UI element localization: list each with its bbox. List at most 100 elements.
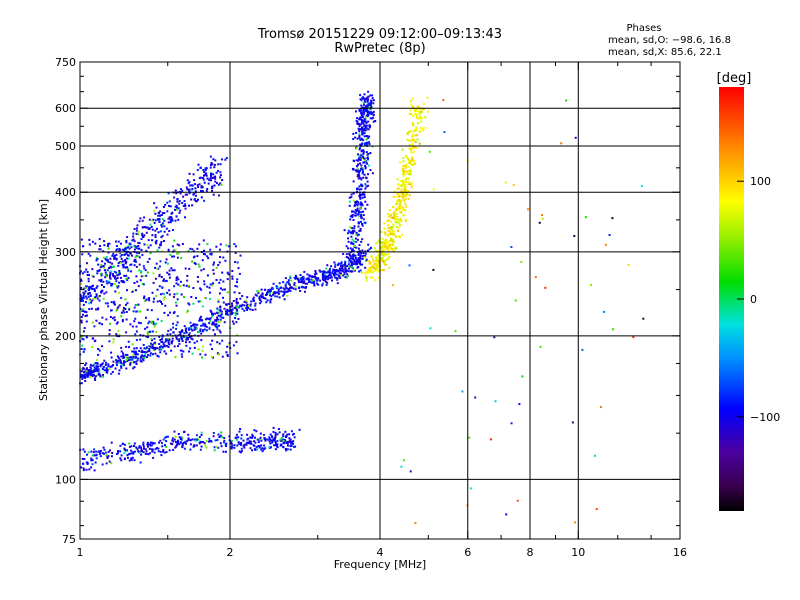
data-point xyxy=(249,436,252,439)
data-point xyxy=(154,343,157,346)
data-point xyxy=(349,254,351,257)
data-point xyxy=(367,120,370,123)
data-point xyxy=(200,433,203,436)
data-point xyxy=(234,312,237,314)
data-point xyxy=(354,245,356,247)
data-point xyxy=(178,340,181,342)
data-point xyxy=(131,456,134,459)
data-point xyxy=(184,335,187,338)
data-point xyxy=(359,197,362,200)
data-point xyxy=(141,283,144,285)
data-point xyxy=(126,302,129,305)
data-point xyxy=(94,296,97,298)
data-point xyxy=(116,452,119,455)
data-point xyxy=(269,442,272,445)
data-point xyxy=(139,322,142,325)
data-point xyxy=(400,205,403,208)
data-point xyxy=(277,290,280,293)
data-point xyxy=(186,279,189,282)
data-point xyxy=(98,248,101,251)
data-point xyxy=(222,256,225,259)
data-point xyxy=(203,171,206,173)
data-point xyxy=(163,345,166,348)
data-point xyxy=(143,356,146,359)
data-point xyxy=(318,269,321,272)
data-point xyxy=(347,270,350,273)
data-point xyxy=(380,260,383,263)
data-point xyxy=(121,281,124,284)
data-point xyxy=(360,188,363,191)
data-point xyxy=(404,209,407,212)
data-point xyxy=(359,207,362,209)
data-point xyxy=(313,275,316,278)
data-point xyxy=(392,249,395,252)
data-point xyxy=(383,222,386,225)
data-point xyxy=(193,183,196,186)
data-point xyxy=(124,356,127,358)
data-point xyxy=(95,365,98,368)
data-point xyxy=(221,288,224,291)
data-point xyxy=(138,445,141,448)
data-point xyxy=(132,289,135,292)
data-point xyxy=(190,296,193,298)
data-point xyxy=(424,126,427,129)
data-point xyxy=(96,270,99,272)
data-point xyxy=(284,430,287,433)
data-point xyxy=(184,267,187,270)
data-point xyxy=(124,308,127,310)
data-point xyxy=(186,188,189,191)
phases-heading: Phases xyxy=(626,23,661,34)
data-point xyxy=(87,296,90,298)
data-point xyxy=(160,276,163,278)
data-point xyxy=(101,368,104,370)
data-point xyxy=(411,164,414,167)
data-point xyxy=(191,204,194,207)
data-point xyxy=(90,450,93,453)
data-point xyxy=(126,454,129,457)
data-point xyxy=(289,442,292,445)
data-point xyxy=(140,450,143,453)
data-point xyxy=(359,123,362,126)
data-point xyxy=(350,242,353,245)
data-point xyxy=(165,279,168,282)
data-point xyxy=(288,437,291,440)
data-point xyxy=(257,441,260,444)
data-point xyxy=(102,366,105,369)
data-point xyxy=(163,296,166,299)
data-point xyxy=(118,304,121,307)
data-point xyxy=(352,250,355,252)
x-tick-label: 4 xyxy=(377,546,384,559)
data-point xyxy=(106,369,109,372)
data-point xyxy=(374,264,377,267)
data-point xyxy=(210,186,213,189)
data-point xyxy=(198,265,201,268)
data-point xyxy=(397,205,400,208)
data-point xyxy=(119,255,122,258)
data-point xyxy=(348,258,351,261)
data-point xyxy=(221,355,224,358)
data-point xyxy=(356,175,359,178)
data-point xyxy=(198,440,201,443)
data-point xyxy=(413,139,416,142)
data-point xyxy=(214,180,217,183)
data-point xyxy=(96,359,99,362)
data-point xyxy=(364,142,366,145)
data-point xyxy=(236,312,239,315)
data-point xyxy=(91,463,94,466)
data-point xyxy=(141,226,144,229)
data-point xyxy=(399,217,402,220)
data-point xyxy=(136,224,139,227)
data-point xyxy=(160,454,163,457)
data-point xyxy=(137,357,139,360)
data-point xyxy=(85,367,88,370)
data-point xyxy=(172,296,175,298)
data-point xyxy=(527,208,530,211)
data-point xyxy=(397,226,400,229)
data-point xyxy=(254,448,257,451)
data-point xyxy=(176,321,179,324)
data-point xyxy=(167,339,170,341)
data-point xyxy=(179,334,182,336)
data-point xyxy=(97,368,100,371)
data-point xyxy=(154,346,157,349)
data-point xyxy=(239,428,242,430)
